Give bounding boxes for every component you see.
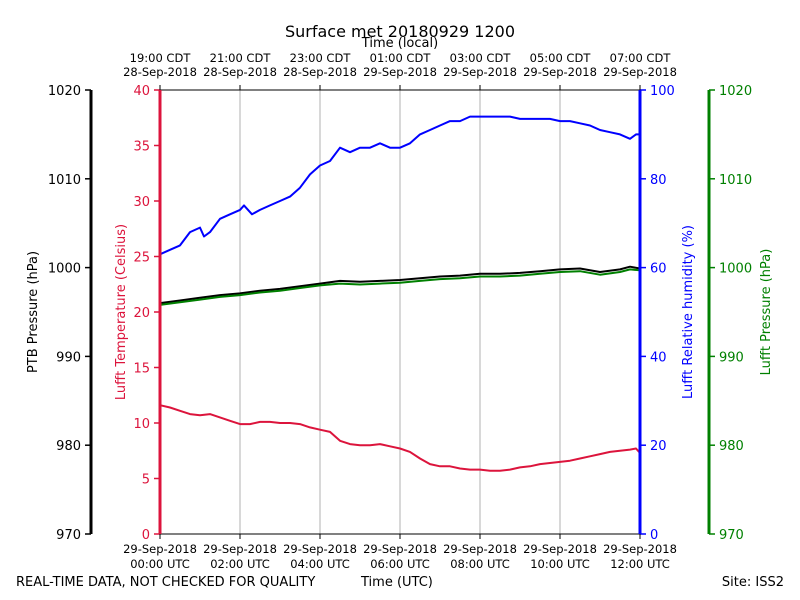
series-line-ptb-pressure — [159, 265, 641, 305]
bottom-time-label: 04:00 UTC — [290, 557, 350, 571]
bottom-time-label: 08:00 UTC — [450, 557, 510, 571]
ticks-group: 970 980 990 1000 1010 1020 0 5 10 15 20 25 30 35 40 0 20… — [48, 51, 752, 571]
rh-axis-title: Lufft Relative humidity (%) — [681, 225, 696, 399]
bottom-time-label: 12:00 UTC — [610, 557, 670, 571]
bottom-date-label: 29-Sep-2018 — [203, 542, 277, 556]
chart-title: Surface met 20180929 1200 — [285, 22, 515, 41]
ptb-axis-title: PTB Pressure (hPa) — [26, 251, 41, 373]
bottom-date-label: 29-Sep-2018 — [363, 542, 437, 556]
top-date-label: 29-Sep-2018 — [443, 65, 517, 79]
temp-tick-label: 0 — [142, 528, 150, 543]
top-date-label: 29-Sep-2018 — [523, 65, 597, 79]
top-time-label: 01:00 CDT — [370, 51, 432, 65]
top-time-label: 21:00 CDT — [210, 51, 272, 65]
lp-tick-label: 970 — [719, 528, 744, 543]
quality-disclaimer: REAL-TIME DATA, NOT CHECKED FOR QUALITY — [16, 575, 316, 590]
x-axis-label: Time (UTC) — [361, 575, 433, 590]
top-time-label: 07:00 CDT — [610, 51, 672, 65]
bottom-time-label: 00:00 UTC — [130, 557, 190, 571]
ptb-tick-label: 980 — [56, 439, 81, 454]
top-date-label: 28-Sep-2018 — [203, 65, 277, 79]
temp-tick-label: 40 — [133, 84, 150, 99]
rh-tick-label: 80 — [650, 173, 667, 188]
temp-tick-label: 25 — [133, 251, 150, 266]
bottom-time-label: 02:00 UTC — [210, 557, 270, 571]
series-line-lufft-temperature — [159, 404, 641, 472]
lp-tick-label: 980 — [719, 439, 744, 454]
temp-tick-label: 35 — [133, 140, 150, 155]
temp-tick-label: 15 — [133, 362, 150, 377]
top-time-label: 05:00 CDT — [530, 51, 592, 65]
ptb-tick-label: 970 — [56, 528, 81, 543]
temp-tick-label: 5 — [142, 473, 150, 488]
rh-tick-label: 60 — [650, 262, 667, 277]
lp-tick-label: 1010 — [719, 173, 752, 188]
bottom-date-label: 29-Sep-2018 — [603, 542, 677, 556]
rh-tick-label: 20 — [650, 439, 667, 454]
top-axis-label: Time (local) — [361, 36, 438, 51]
temp-tick-label: 10 — [133, 417, 150, 432]
gridlines — [239, 90, 561, 534]
top-date-label: 29-Sep-2018 — [363, 65, 437, 79]
bottom-date-label: 29-Sep-2018 — [283, 542, 357, 556]
temp-tick-label: 20 — [133, 306, 150, 321]
top-time-label: 03:00 CDT — [450, 51, 512, 65]
bottom-time-label: 06:00 UTC — [370, 557, 430, 571]
series-line-lufft-pressure — [159, 268, 641, 306]
temp-axis-title: Lufft Temperature (Celsius) — [114, 224, 129, 400]
lp-tick-label: 1020 — [719, 84, 752, 99]
bottom-date-label: 29-Sep-2018 — [443, 542, 517, 556]
rh-tick-label: 40 — [650, 350, 667, 365]
top-time-label: 23:00 CDT — [290, 51, 352, 65]
ptb-tick-label: 1020 — [48, 84, 81, 99]
lp-tick-label: 990 — [719, 350, 744, 365]
series-line-lufft-relative-humidity — [159, 115, 640, 256]
bottom-date-label: 29-Sep-2018 — [523, 542, 597, 556]
lp-tick-label: 1000 — [719, 262, 752, 277]
top-date-label: 28-Sep-2018 — [123, 65, 197, 79]
series-group — [159, 115, 641, 472]
top-time-label: 19:00 CDT — [130, 51, 192, 65]
bottom-time-label: 10:00 UTC — [530, 557, 590, 571]
top-date-label: 28-Sep-2018 — [283, 65, 357, 79]
ptb-tick-label: 1000 — [48, 262, 81, 277]
rh-tick-label: 0 — [650, 528, 658, 543]
temp-tick-label: 30 — [133, 195, 150, 210]
bottom-date-label: 29-Sep-2018 — [123, 542, 197, 556]
top-date-label: 29-Sep-2018 — [603, 65, 677, 79]
site-label: Site: ISS2 — [721, 575, 784, 590]
ptb-tick-label: 990 — [56, 350, 81, 365]
lp-axis-title: Lufft Pressure (hPa) — [759, 249, 774, 376]
ptb-tick-label: 1010 — [48, 173, 81, 188]
rh-tick-label: 100 — [650, 84, 675, 99]
